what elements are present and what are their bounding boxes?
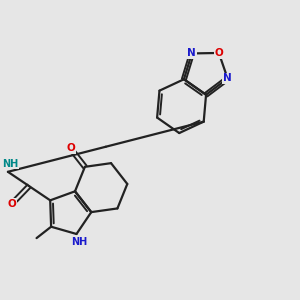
Text: NH: NH bbox=[71, 237, 88, 247]
Text: O: O bbox=[66, 143, 75, 153]
Text: NH: NH bbox=[2, 159, 18, 169]
Text: O: O bbox=[8, 199, 16, 209]
Text: N: N bbox=[223, 74, 232, 83]
Text: N: N bbox=[188, 48, 196, 59]
Text: O: O bbox=[214, 48, 223, 58]
